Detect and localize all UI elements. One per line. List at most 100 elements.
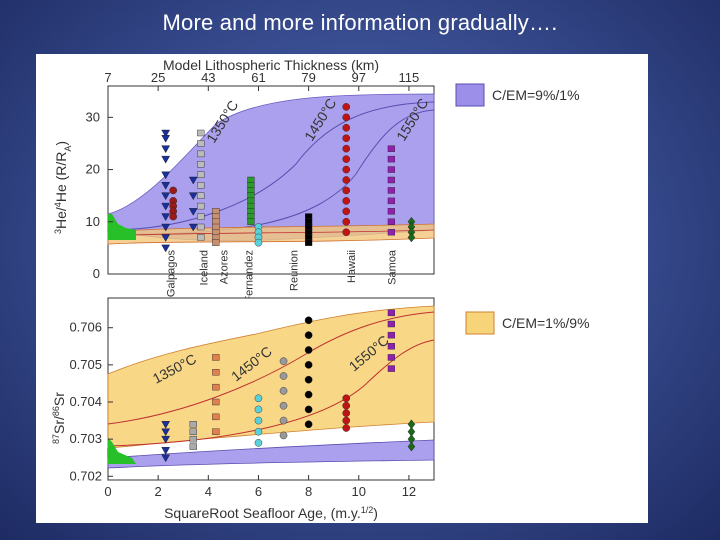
top-point — [161, 129, 171, 138]
hotspot-label: Galpagos — [166, 250, 178, 298]
bottom-point — [189, 428, 197, 435]
bottom-point — [254, 405, 263, 414]
bottom-point — [304, 420, 313, 429]
top-y-tick-label: 10 — [86, 214, 100, 229]
bottom-point — [387, 331, 395, 339]
bottom-point — [279, 431, 288, 440]
isotherm-1450-top — [107, 101, 435, 231]
bottom-point — [254, 439, 263, 447]
bottom-point — [212, 428, 220, 435]
green-base-bottom — [108, 438, 136, 464]
hotspot-label: Hawaii — [346, 250, 358, 283]
top-point — [342, 123, 351, 132]
top-point — [387, 176, 395, 184]
top-point — [387, 208, 395, 215]
top-point — [169, 186, 177, 195]
top-point — [161, 244, 171, 253]
top-legend-swatch — [455, 83, 485, 107]
top-point — [387, 218, 395, 225]
top-point — [161, 202, 171, 211]
top-point — [254, 238, 263, 247]
top-tick-label: 97 — [352, 70, 366, 85]
top-point — [169, 212, 177, 221]
bottom-point — [212, 383, 220, 391]
bottom-point — [304, 375, 313, 384]
top-point — [161, 192, 171, 201]
top-point — [197, 192, 205, 199]
top-point — [387, 166, 395, 173]
top-points-group — [161, 103, 416, 253]
bottom-point — [342, 424, 351, 432]
isotherm-1450-bottom — [107, 311, 435, 425]
bottom-x-tick-label: 8 — [305, 484, 312, 499]
bottom-point — [161, 454, 171, 463]
bottom-point — [212, 354, 220, 361]
top-point — [342, 144, 351, 153]
top-point — [197, 234, 205, 241]
top-y-tick-label: 0 — [93, 266, 100, 281]
top-point — [342, 228, 351, 237]
bottom-point — [387, 320, 395, 328]
bottom-point — [279, 387, 288, 395]
top-point — [342, 176, 351, 184]
top-point — [197, 213, 205, 220]
top-point — [342, 186, 351, 195]
top-tick-label: 25 — [151, 70, 165, 85]
bottom-point — [189, 443, 197, 450]
hotspot-label: Reunion — [289, 250, 301, 291]
bottom-point — [342, 416, 351, 425]
top-point — [342, 134, 351, 143]
purple-band-bottom — [107, 439, 435, 469]
top-point — [342, 113, 351, 122]
hotspot-label: Iceland — [198, 250, 210, 285]
bottom-point — [304, 316, 313, 325]
bottom-point — [279, 401, 288, 410]
top-legend-label: C/EM=9%/1% — [492, 87, 580, 103]
bottom-point — [342, 401, 351, 410]
top-point — [188, 208, 198, 216]
top-point — [197, 223, 205, 231]
top-point — [387, 229, 395, 236]
bottom-point — [212, 413, 220, 421]
top-point — [197, 150, 205, 158]
top-axis-label: Model Lithospheric Thickness (km) — [163, 57, 379, 73]
bottom-point — [304, 346, 313, 354]
top-point — [342, 155, 351, 163]
hotspot-label: Samoa — [386, 249, 398, 285]
bottom-point — [279, 372, 288, 380]
top-point — [342, 207, 351, 216]
bottom-point — [161, 428, 171, 437]
bottom-y-tick-label: 0.702 — [69, 468, 102, 483]
slide-title: More and more information gradually…. — [162, 10, 558, 35]
top-point — [247, 218, 255, 225]
orange-band-top — [107, 223, 435, 245]
green-base-top — [108, 214, 136, 240]
top-point — [161, 155, 171, 164]
top-tick-label: 79 — [301, 70, 315, 85]
top-y-tick-label: 20 — [86, 162, 100, 177]
bottom-point — [387, 343, 395, 350]
chart-svg: 1350°C 1450°C 1550°C Model Lithospheric … — [51, 57, 590, 521]
top-point — [342, 165, 351, 174]
bottom-point — [304, 361, 313, 369]
top-point — [161, 135, 171, 143]
top-point — [407, 232, 416, 243]
top-point — [197, 202, 205, 210]
top-point — [161, 213, 171, 221]
top-point — [161, 182, 171, 190]
bottom-point — [254, 416, 263, 425]
bottom-point — [387, 365, 395, 372]
bottom-point — [407, 441, 416, 452]
bottom-legend-swatch — [465, 311, 495, 335]
bottom-x-tick-label: 2 — [155, 484, 162, 499]
bottom-x-axis-label: SquareRoot Seafloor Age, (m.y.1/2) — [164, 505, 378, 521]
bottom-point — [161, 447, 171, 455]
top-point — [342, 197, 351, 205]
bottom-point — [254, 427, 263, 436]
bottom-point — [189, 435, 197, 443]
top-y-axis-label: 3He/4He (R/RA) — [53, 141, 73, 234]
bottom-points-group — [161, 309, 416, 463]
top-point — [387, 187, 395, 194]
bottom-legend-label: C/EM=1%/9% — [502, 315, 590, 331]
he-ratio-panel: 1350°C 1450°C 1550°C Model Lithospheric … — [53, 57, 580, 314]
